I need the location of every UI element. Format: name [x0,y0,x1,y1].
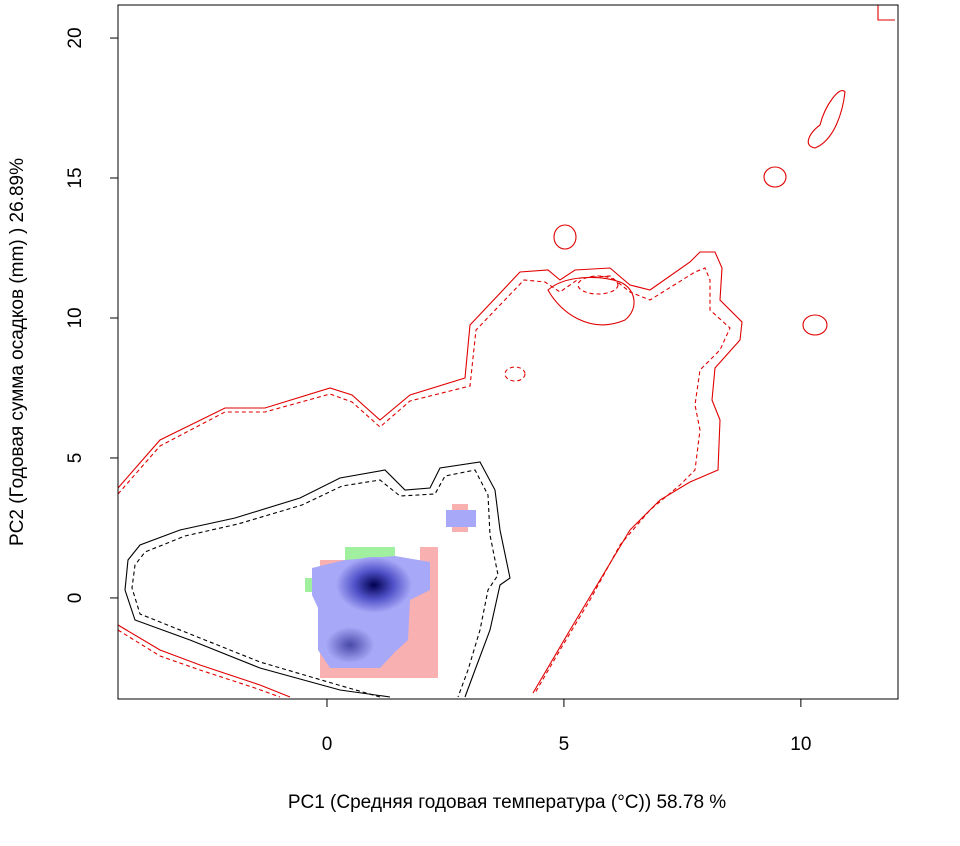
contour-line [117,629,281,698]
niche-density [305,504,476,678]
contour-line [117,267,731,694]
y-tick-label: 5 [65,453,86,464]
contour-line [553,224,577,250]
contour-line [877,5,895,21]
contour-line [124,461,511,698]
contour-line [547,276,635,326]
contour-line [131,469,499,698]
x-tick-label: 5 [559,734,570,755]
x-axis-label: PC1 (Средняя годовая температура (°C)) 5… [288,792,726,813]
y-axis-label: PC2 (Годовая сумма осадков (mm) ) 26.89% [7,158,28,546]
contour-line [807,90,846,149]
contour-line [577,275,619,295]
y-tick-label: 0 [65,593,86,604]
x-tick-label: 10 [790,734,811,755]
plot-frame [117,4,899,700]
contour-line [763,166,787,188]
x-tick-label: 0 [322,734,333,755]
y-tick-label: 20 [65,27,86,48]
y-tick-label: 10 [65,307,86,328]
contour-line [117,251,743,694]
contour-line [802,314,828,336]
contour-line [504,366,526,382]
contour-line [117,624,291,698]
contours [117,5,895,698]
y-tick-label: 15 [65,167,86,188]
